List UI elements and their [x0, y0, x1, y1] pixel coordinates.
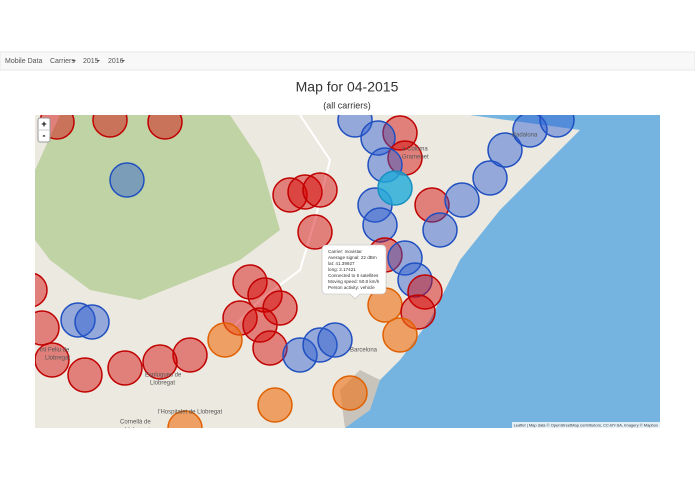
point[interactable]: [92, 103, 128, 138]
point[interactable]: [107, 350, 143, 386]
zoom-in[interactable]: +: [41, 119, 46, 129]
map-label: Esplugues de: [145, 373, 182, 379]
carets: [72, 60, 125, 62]
point[interactable]: [35, 342, 70, 378]
point[interactable]: [302, 172, 338, 208]
point[interactable]: [444, 182, 480, 218]
point[interactable]: [397, 262, 433, 298]
attribution-bg: [512, 422, 660, 428]
road: [229, 115, 332, 331]
point[interactable]: [282, 337, 318, 373]
point[interactable]: [172, 337, 208, 373]
zoom-out[interactable]: -: [43, 130, 46, 140]
point[interactable]: [13, 272, 48, 308]
point[interactable]: [377, 170, 413, 206]
point[interactable]: [512, 113, 548, 148]
map-label: Llobregat: [125, 428, 150, 434]
popup: Carrier: movistar Average signal: 22 dBm…: [321, 244, 387, 300]
point[interactable]: [317, 322, 353, 358]
menu-2016[interactable]: 2016: [108, 58, 124, 65]
point[interactable]: [539, 103, 575, 138]
point[interactable]: [74, 304, 110, 340]
point[interactable]: [302, 327, 338, 363]
point[interactable]: [207, 322, 243, 358]
map-label: Cornellà de: [120, 420, 151, 426]
point[interactable]: [332, 375, 368, 411]
point[interactable]: [242, 307, 278, 343]
popup-line: lat: 41.39927: [328, 261, 355, 266]
map[interactable]: a Coloma Gramenet Badalona Barcelona Esp…: [13, 103, 660, 445]
title: Map for 04-2015: [296, 79, 399, 95]
point[interactable]: [257, 387, 293, 423]
map-label: Badalona: [512, 133, 538, 139]
map-label: int Feliu de: [40, 348, 70, 354]
point[interactable]: [252, 330, 288, 366]
point[interactable]: [67, 357, 103, 393]
point[interactable]: [422, 212, 458, 248]
point[interactable]: [142, 344, 178, 380]
point[interactable]: [360, 120, 396, 156]
point[interactable]: [407, 274, 443, 310]
brand[interactable]: Mobile Data: [5, 58, 42, 65]
map-label: a Coloma: [402, 147, 428, 153]
point[interactable]: [472, 160, 508, 196]
map-label: Llobregat: [150, 381, 175, 387]
map-label: Gramenet: [402, 155, 429, 161]
popup-line: Moving speed: 50.8 km/h: [328, 279, 380, 284]
point[interactable]: [287, 174, 323, 210]
hills: [35, 115, 280, 300]
map-label: Barcelona: [350, 348, 378, 354]
map-label: l'Hospitalet de Llobregat: [158, 410, 223, 416]
popup-line: long: 2.17421: [328, 267, 356, 272]
sea: [345, 115, 660, 428]
point[interactable]: [232, 264, 268, 300]
point[interactable]: [25, 310, 60, 346]
point[interactable]: [147, 105, 183, 140]
point[interactable]: [60, 302, 96, 338]
point[interactable]: [382, 317, 418, 353]
popup-line: Carrier: movistar: [328, 249, 362, 254]
point[interactable]: [272, 177, 308, 213]
point[interactable]: [247, 277, 283, 313]
popup-line: Connected to 6 satellites: [328, 273, 379, 278]
point[interactable]: [297, 214, 333, 250]
point[interactable]: [487, 132, 523, 168]
subtitle: (all carriers): [323, 100, 371, 110]
menu-2015[interactable]: 2015: [83, 58, 99, 65]
navbar: [0, 51, 695, 71]
point[interactable]: [387, 240, 423, 276]
menu-carriers[interactable]: Carriers: [50, 58, 75, 65]
attribution: Leaflet | Map data © OpenStreetMap contr…: [514, 422, 658, 427]
map-label: Llobregat: [45, 356, 70, 362]
point[interactable]: [167, 410, 203, 445]
popup-line: Person activity: vehicle: [328, 285, 375, 290]
point[interactable]: [337, 103, 373, 138]
popup-line: Average signal: 22 dBm: [328, 255, 377, 260]
point[interactable]: [109, 162, 145, 198]
point[interactable]: [362, 207, 398, 243]
